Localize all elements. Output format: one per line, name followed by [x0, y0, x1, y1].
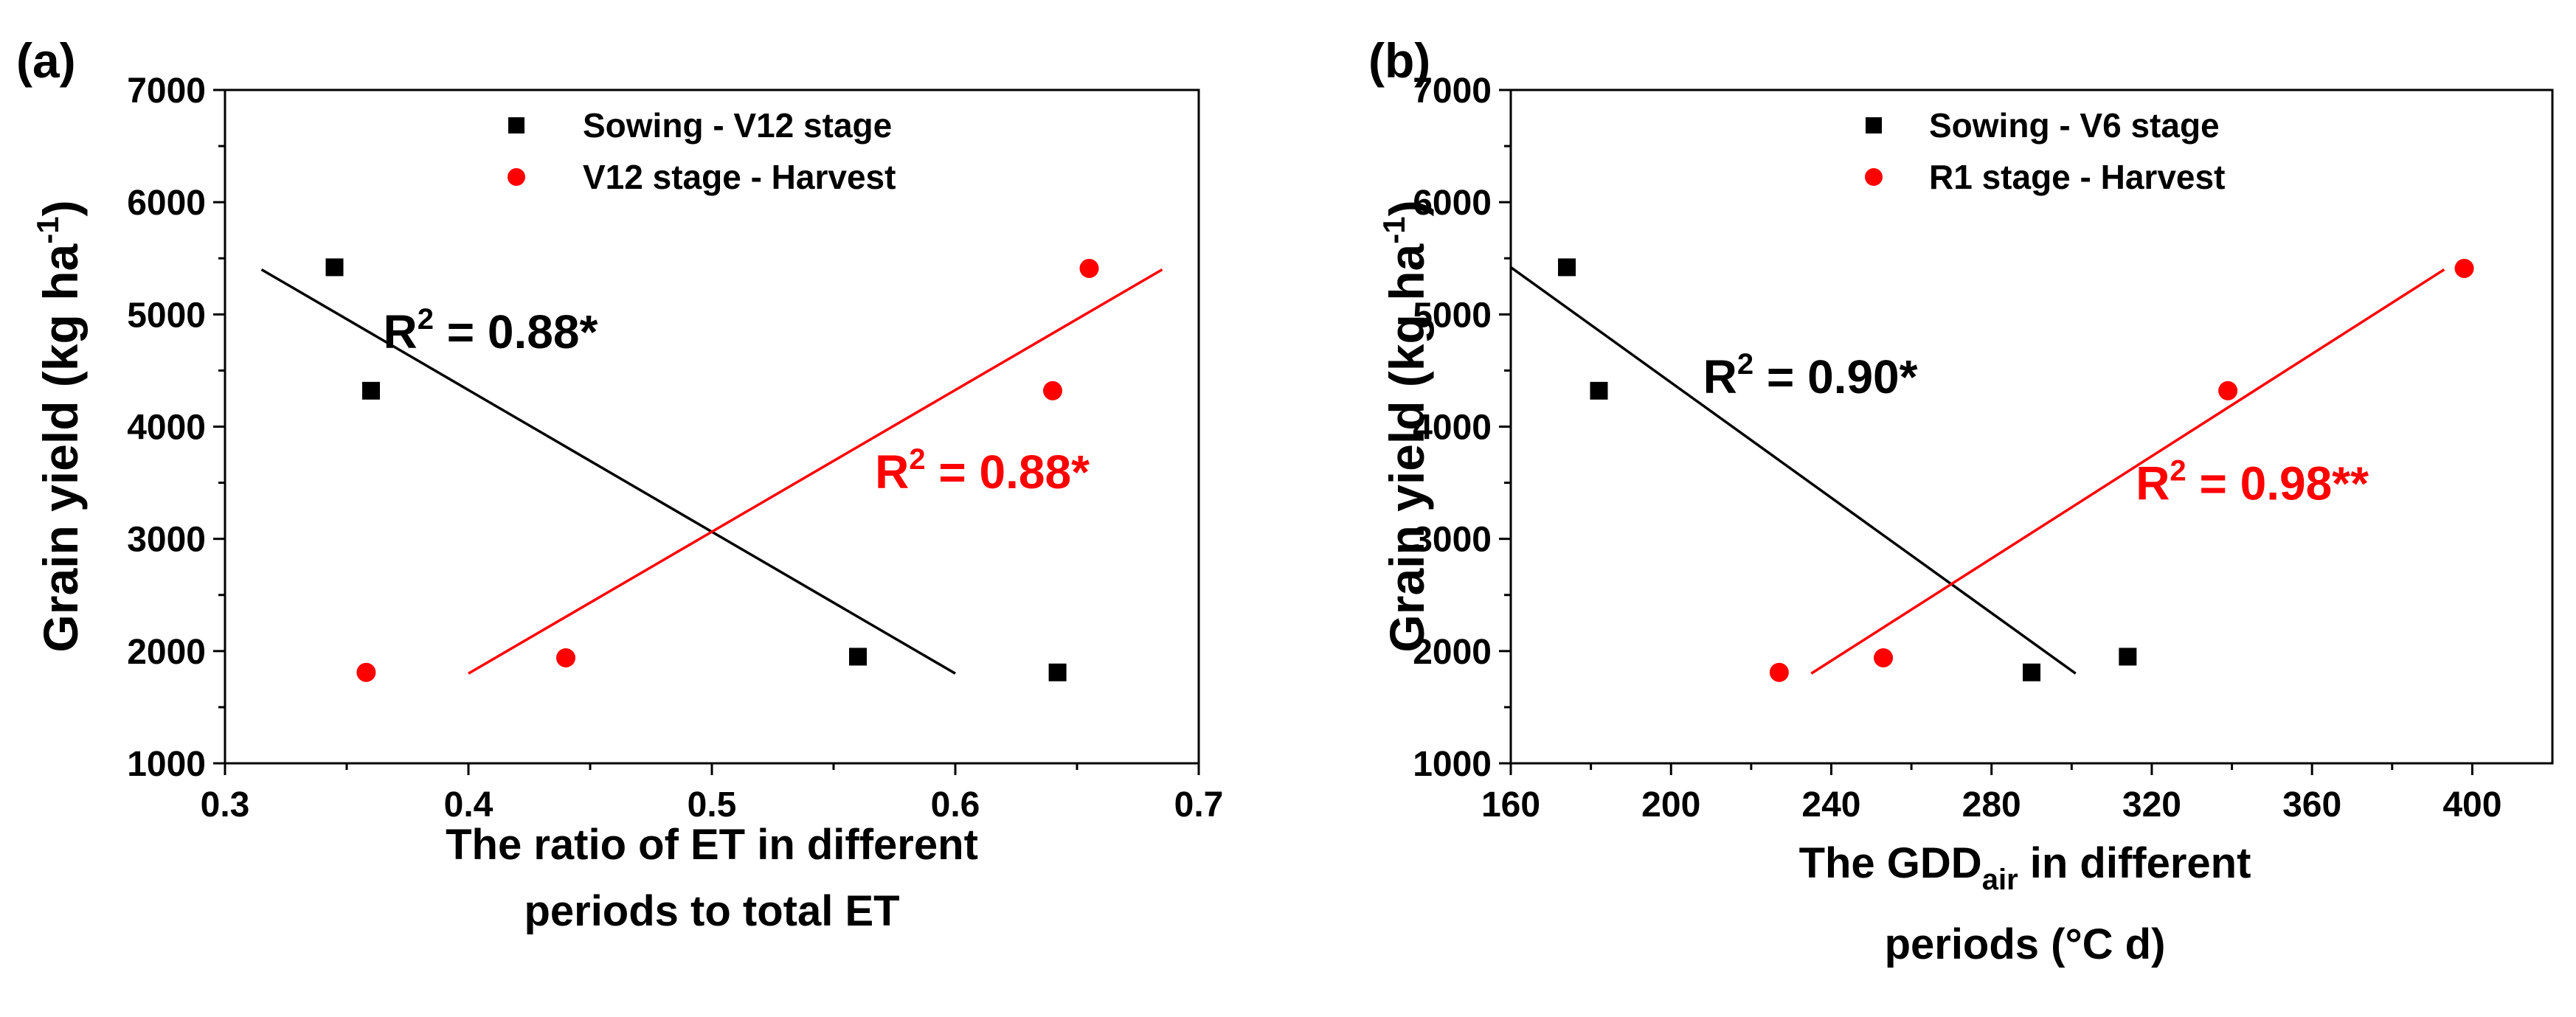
y-tick-label: 1000: [1413, 745, 1492, 784]
y-tick-label: 4000: [127, 409, 206, 448]
r-squared-label: R2 = 0.88*: [875, 443, 1090, 499]
y-tick-label: 4000: [1413, 409, 1492, 448]
fit-line-black: [1509, 266, 2077, 675]
x-tick-label: 0.7: [1174, 785, 1224, 825]
x-tick-label: 0.5: [688, 785, 737, 825]
y-tick-label: 7000: [127, 72, 206, 111]
legend-label: R1 stage - Harvest: [1929, 158, 2225, 196]
x-tick-label: 240: [1801, 785, 1860, 825]
fit-line-black: [260, 268, 956, 675]
data-point-square: [1558, 258, 1576, 277]
r-squared-label: R2 = 0.90*: [1703, 348, 1918, 403]
data-point-circle: [1874, 648, 1894, 667]
data-point-circle: [1043, 381, 1062, 400]
data-point-square: [325, 258, 344, 277]
y-tick-label: 7000: [1413, 72, 1492, 111]
y-tick-label: 1000: [127, 745, 206, 784]
x-axis-title-line2: periods to total ET: [524, 887, 899, 935]
data-point-circle: [356, 662, 376, 682]
data-point-square: [1590, 381, 1608, 400]
data-point-circle: [1769, 662, 1789, 682]
x-tick-label: 400: [2442, 785, 2501, 825]
x-tick-label: 280: [1962, 785, 2021, 825]
r-squared-label: R2 = 0.98**: [2136, 454, 2369, 510]
x-tick-label: 0.4: [444, 785, 494, 825]
y-tick-label: 3000: [127, 521, 206, 560]
r-squared-label: R2 = 0.88*: [384, 303, 598, 358]
y-tick-label: 2000: [1413, 633, 1492, 672]
data-point-square: [2023, 663, 2040, 681]
legend-label: Sowing - V12 stage: [583, 106, 892, 145]
data-point-square: [362, 381, 380, 400]
legend-marker-square: [1866, 117, 1882, 133]
y-axis-title: Grain yield (kg ha-1): [1377, 200, 1434, 652]
y-tick-label: 5000: [127, 296, 206, 335]
y-tick-label: 5000: [1413, 296, 1492, 335]
y-tick-label: 6000: [127, 184, 206, 223]
data-point-circle: [2218, 381, 2238, 400]
data-point-square: [2119, 648, 2137, 666]
x-axis-title: The GDDair in different: [1799, 839, 2251, 896]
x-axis-title-line2: periods (°C d): [1885, 920, 2166, 968]
fit-line-red: [468, 268, 1163, 675]
x-tick-label: 200: [1641, 785, 1700, 825]
data-point-circle: [1079, 258, 1099, 278]
x-tick-label: 360: [2282, 785, 2341, 825]
data-point-square: [1048, 663, 1067, 681]
panel-label: (a): [16, 33, 76, 88]
panel-label: (b): [1368, 33, 1430, 88]
legend-marker-circle: [508, 168, 525, 186]
legend-label: V12 stage - Harvest: [583, 158, 896, 196]
x-axis-title: The ratio of ET in different: [446, 821, 978, 869]
data-point-circle: [2454, 258, 2474, 278]
x-tick-label: 320: [2122, 785, 2181, 825]
y-tick-label: 2000: [127, 633, 206, 672]
y-axis-title: Grain yield (kg ha-1): [30, 200, 88, 652]
data-point-circle: [556, 648, 575, 667]
y-tick-label: 6000: [1413, 184, 1492, 223]
y-tick-label: 3000: [1413, 521, 1492, 560]
x-tick-label: 0.6: [931, 785, 980, 825]
chart-panel-a: 0.3 0.4 0.5 0.6 0.7 1000 2000 3000 4000 5000 6000 7…: [16, 33, 1223, 935]
legend-marker-circle: [1865, 168, 1883, 186]
legend-label: Sowing - V6 stage: [1929, 106, 2220, 145]
x-tick-label: 160: [1481, 785, 1540, 825]
x-tick-label: 0.3: [201, 785, 250, 825]
data-point-square: [849, 648, 867, 666]
legend-marker-square: [508, 117, 524, 133]
fit-line-red: [1810, 268, 2445, 675]
chart-panel-b: 160 200 240 280 320 360 400 1000 2000 3000 4000 500…: [1368, 33, 2554, 968]
